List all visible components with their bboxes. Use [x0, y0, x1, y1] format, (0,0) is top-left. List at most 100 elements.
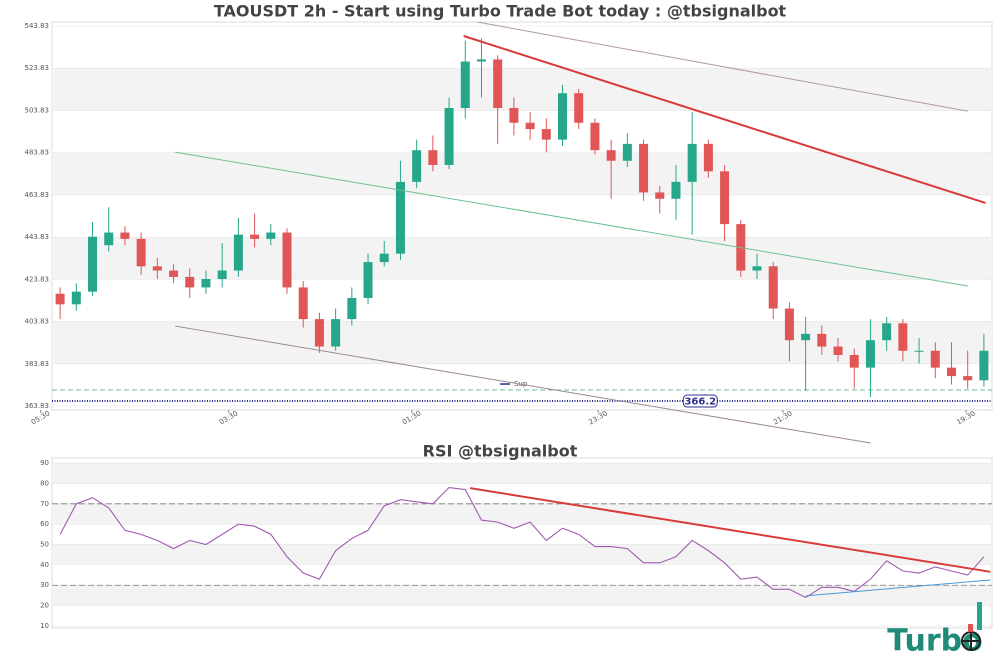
- y-tick-label: 20: [40, 602, 49, 610]
- y-tick-label: 50: [40, 541, 49, 549]
- candle-body: [768, 266, 778, 309]
- candle-body: [655, 192, 665, 199]
- plot-area: [52, 486, 992, 599]
- candle-body: [898, 323, 908, 351]
- candle-body: [444, 107, 454, 165]
- candle-body: [509, 107, 519, 123]
- candle-body: [217, 270, 227, 279]
- logo-icon: [961, 602, 982, 651]
- y-tick-label: 443.83: [25, 233, 50, 241]
- candle-body: [671, 181, 681, 199]
- y-tick-label: 90: [40, 459, 49, 467]
- y-tick-label: 10: [40, 622, 49, 630]
- candle-body: [720, 171, 730, 225]
- candle-body: [687, 143, 697, 182]
- candle-body: [817, 333, 827, 347]
- candle-body: [849, 354, 859, 368]
- plot: 10 20 30 40 50 60 70 80 90: [40, 457, 993, 630]
- candle-body: [136, 238, 146, 267]
- candle-body: [331, 319, 341, 347]
- candle-body: [363, 262, 373, 298]
- band: [52, 544, 992, 565]
- candle-body: [558, 93, 568, 140]
- candle-body: [395, 181, 405, 254]
- candle-body: [71, 291, 81, 305]
- trend-line: [469, 487, 991, 573]
- candle-body: [55, 293, 65, 305]
- y-tick-label: 70: [40, 500, 49, 508]
- candle-body: [752, 266, 762, 271]
- candle-body: [914, 350, 924, 352]
- candle-body: [266, 232, 276, 239]
- candle-body: [493, 59, 503, 108]
- candle-body: [963, 376, 973, 381]
- candle-body: [88, 236, 98, 292]
- candle-body: [622, 143, 632, 161]
- candle-body: [784, 308, 794, 341]
- y-tick-label: 363.83: [25, 402, 50, 410]
- y-tick-label: 60: [40, 520, 49, 528]
- candle-body: [946, 367, 956, 377]
- candle-body: [525, 122, 535, 130]
- level-label: 366.2: [684, 397, 716, 408]
- candle-body: [233, 234, 243, 271]
- candle-body: [574, 93, 584, 123]
- band: [52, 68, 992, 111]
- band: [52, 503, 992, 525]
- band: [52, 152, 992, 195]
- candle-body: [428, 150, 438, 165]
- candle-body: [476, 59, 486, 62]
- y-tick-label: 423.83: [25, 275, 50, 283]
- trend-line: [175, 151, 968, 287]
- candle-body: [590, 122, 600, 151]
- level-label-box: [682, 394, 718, 408]
- candle-body: [460, 61, 470, 108]
- y-tick-label: 80: [40, 479, 49, 487]
- candle-body: [882, 323, 892, 341]
- y-tick-label: 483.83: [25, 149, 50, 157]
- candle-body: [282, 232, 292, 288]
- candle-body: [833, 346, 843, 355]
- candle-body: [298, 287, 308, 320]
- y-tick-label: 503.83: [25, 106, 50, 114]
- candle-body: [201, 278, 211, 288]
- band: [52, 463, 992, 484]
- trend-line: [474, 22, 968, 112]
- band: [52, 585, 992, 606]
- y-tick-label: 40: [40, 561, 49, 569]
- candle-body: [250, 234, 260, 239]
- candle-body: [412, 150, 422, 182]
- band: [52, 237, 992, 280]
- rsi-title: RSI @tbsignalbot: [423, 442, 578, 461]
- y-tick-label: 523.83: [25, 64, 50, 72]
- candle-body: [314, 319, 324, 347]
- trend-line: [175, 325, 871, 444]
- candle-body: [541, 129, 551, 140]
- plot: 363.83 383.83 403.83 423.83 443.83 463.83 483.…: [25, 21, 993, 444]
- band: [52, 321, 992, 364]
- rsi-line: [59, 486, 985, 599]
- candle-body: [169, 270, 179, 277]
- candle-body: [606, 150, 616, 161]
- candle-body: [930, 350, 940, 368]
- candle-body: [703, 143, 713, 172]
- candle-body: [185, 276, 195, 288]
- trend-line: [805, 579, 991, 597]
- candle-body: [152, 266, 162, 271]
- candle-body: [120, 232, 130, 239]
- candle-body: [801, 333, 811, 341]
- candle-body: [104, 232, 114, 246]
- y-tick-label: 403.83: [25, 318, 50, 326]
- candle-body: [639, 143, 649, 193]
- trend-line: [463, 35, 986, 204]
- plot-area: [52, 22, 992, 403]
- candle-body: [347, 297, 357, 320]
- y-tick-label: 30: [40, 581, 49, 589]
- y-tick-label: 383.83: [25, 360, 50, 368]
- candle-body: [979, 350, 989, 381]
- y-tick-label: 463.83: [25, 191, 50, 199]
- candle-body: [379, 253, 389, 263]
- chart-title: TAOUSDT 2h - Start using Turbo Trade Bot…: [214, 2, 787, 21]
- y-tick-label: 543.83: [25, 22, 50, 30]
